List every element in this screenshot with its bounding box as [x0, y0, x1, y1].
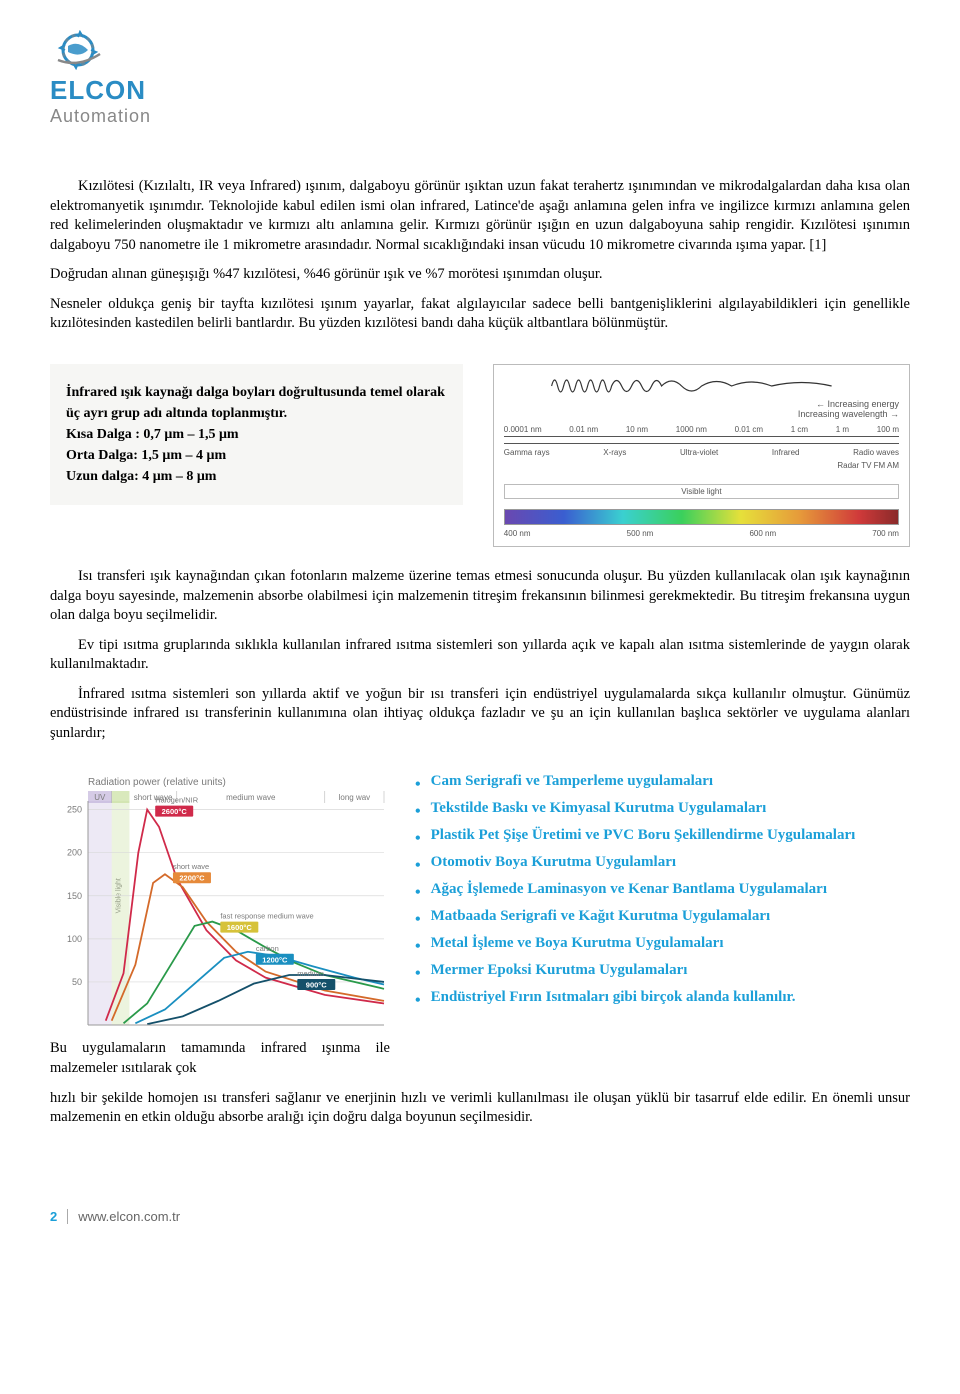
bullet-icon: •	[415, 776, 421, 794]
application-item: • Otomotiv Boya Kurutma Uygulamları	[415, 854, 910, 875]
application-text: Mermer Epoksi Kurutma Uygulamaları	[431, 962, 688, 979]
svg-text:2600°C: 2600°C	[162, 808, 188, 817]
paragraph-sun: Doğrudan alınan güneşışığı %47 kızılötes…	[50, 265, 910, 285]
band-label: Infrared	[772, 448, 800, 457]
applications-list: • Cam Serigrafi ve Tamperleme uygulamalar…	[415, 773, 910, 1016]
box-intro: İnfrared ışık kaynağı dalga boyları doğr…	[66, 382, 447, 424]
paragraph-home: Ev tipi ısıtma gruplarında sıklıkla kull…	[50, 636, 910, 675]
bullet-icon: •	[415, 911, 421, 929]
box-mid: Orta Dalga: 1,5 μm – 4 μm	[66, 445, 447, 466]
scale-tick: 1 m	[836, 425, 849, 434]
svg-text:1200°C: 1200°C	[262, 956, 288, 965]
wavelength-label: Increasing wavelength	[798, 409, 888, 419]
box-long: Uzun dalga: 4 μm – 8 μm	[66, 466, 447, 487]
scale-tick: 0.0001 nm	[504, 425, 542, 434]
application-text: Cam Serigrafi ve Tamperleme uygulamaları	[431, 773, 713, 790]
application-item: • Cam Serigrafi ve Tamperleme uygulamalar…	[415, 773, 910, 794]
nm-tick: 500 nm	[627, 529, 654, 538]
box-short: Kısa Dalga : 0,7 μm – 1,5 μm	[66, 424, 447, 445]
paragraph-closing-b: hızlı bir şekilde homojen ısı transferi …	[50, 1089, 910, 1128]
application-text: Tekstilde Baskı ve Kimyasal Kurutma Uygu…	[431, 800, 767, 817]
scale-tick: 0.01 nm	[569, 425, 598, 434]
scale-tick: 1 cm	[791, 425, 808, 434]
application-item: • Mermer Epoksi Kurutma Uygulamaları	[415, 962, 910, 983]
nm-tick: 700 nm	[872, 529, 899, 538]
svg-text:2200°C: 2200°C	[179, 874, 205, 883]
svg-text:100: 100	[67, 934, 82, 944]
scale-tick: 0.01 cm	[735, 425, 763, 434]
applications-section: Radiation power (relative units) UV short …	[50, 773, 910, 1033]
wavelength-box: İnfrared ışık kaynağı dalga boyları doğr…	[50, 364, 463, 505]
bullet-icon: •	[415, 992, 421, 1010]
bullet-icon: •	[415, 830, 421, 848]
nm-row: 400 nm 500 nm 600 nm 700 nm	[504, 529, 899, 538]
application-text: Endüstriyel Fırın Isıtmaları gibi birçok…	[431, 989, 796, 1006]
bullet-icon: •	[415, 965, 421, 983]
paragraph-closing-a: Bu uygulamaların tamamında infrared ışın…	[50, 1039, 390, 1078]
application-text: Ağaç İşlemede Laminasyon ve Kenar Bantla…	[431, 881, 827, 898]
application-text: Otomotiv Boya Kurutma Uygulamları	[431, 854, 676, 871]
sublabels: Radar TV FM AM	[504, 461, 899, 470]
svg-text:Halogen/NIR: Halogen/NIR	[155, 796, 199, 805]
svg-text:carbon: carbon	[256, 944, 279, 953]
application-text: Plastik Pet Şişe Üretimi ve PVC Boru Şek…	[431, 827, 856, 844]
application-text: Metal İşleme ve Boya Kurutma Uygulamalar…	[431, 935, 724, 952]
svg-text:short wave: short wave	[173, 863, 209, 872]
svg-text:medium: medium	[297, 969, 324, 978]
visible-spectrum-bar	[504, 509, 899, 525]
energy-label: Increasing energy	[827, 399, 899, 409]
scale-tick: 100 m	[877, 425, 899, 434]
svg-text:UV: UV	[94, 793, 106, 802]
bullet-icon: •	[415, 857, 421, 875]
gear-icon	[50, 30, 108, 75]
page-number: 2	[50, 1209, 68, 1224]
visible-light-label: Visible light	[504, 484, 899, 499]
paragraph-industrial: İnfrared ısıtma sistemleri son yıllarda …	[50, 685, 910, 744]
scale-tick: 10 nm	[626, 425, 648, 434]
wave-icon	[504, 373, 899, 399]
band-row: Gamma rays X-rays Ultra-violet Infrared Radi…	[504, 448, 899, 457]
application-item: • Tekstilde Baskı ve Kimyasal Kurutma Uyg…	[415, 800, 910, 821]
application-text: Matbaada Serigrafi ve Kağıt Kurutma Uygu…	[431, 908, 771, 925]
band-label: X-rays	[603, 448, 626, 457]
svg-text:medium wave: medium wave	[226, 793, 276, 802]
svg-text:long wav: long wav	[339, 793, 371, 802]
paragraph-heat: Isı transferi ışık kaynağından çıkan fot…	[50, 567, 910, 626]
bullet-icon: •	[415, 884, 421, 902]
scale-tick: 1000 nm	[676, 425, 707, 434]
nm-tick: 600 nm	[749, 529, 776, 538]
logo-subtitle: Automation	[50, 106, 910, 127]
paragraph-intro: Kızılötesi (Kızılaltı, IR veya Infrared)…	[50, 177, 910, 255]
svg-text:150: 150	[67, 891, 82, 901]
band-label: Ultra-violet	[680, 448, 718, 457]
footer-url: www.elcon.com.tr	[78, 1209, 180, 1224]
em-spectrum-figure: ← Increasing energy Increasing wavelengt…	[493, 364, 910, 547]
band-label: Gamma rays	[504, 448, 550, 457]
radiation-power-chart: Radiation power (relative units) UV short …	[50, 773, 390, 1033]
svg-text:250: 250	[67, 805, 82, 815]
svg-text:fast response medium wave: fast response medium wave	[220, 912, 313, 921]
band-label: Radio waves	[853, 448, 899, 457]
bullet-icon: •	[415, 803, 421, 821]
page-footer: 2 www.elcon.com.tr	[50, 1208, 910, 1224]
nm-tick: 400 nm	[504, 529, 531, 538]
application-item: • Metal İşleme ve Boya Kurutma Uygulamala…	[415, 935, 910, 956]
application-item: • Plastik Pet Şişe Üretimi ve PVC Boru Şe…	[415, 827, 910, 848]
paragraph-bands: Nesneler oldukça geniş bir tayfta kızılö…	[50, 295, 910, 334]
svg-text:50: 50	[72, 977, 82, 987]
logo-name: ELCON	[50, 75, 910, 106]
logo-block: ELCON Automation	[50, 30, 910, 127]
application-item: • Endüstriyel Fırın Isıtmaları gibi birço…	[415, 989, 910, 1010]
svg-text:900°C: 900°C	[306, 981, 328, 990]
bullet-icon: •	[415, 938, 421, 956]
svg-text:Radiation power (relative unit: Radiation power (relative units)	[88, 777, 226, 788]
svg-text:200: 200	[67, 848, 82, 858]
application-item: • Matbaada Serigrafi ve Kağıt Kurutma Uyg…	[415, 908, 910, 929]
application-item: • Ağaç İşlemede Laminasyon ve Kenar Bantl…	[415, 881, 910, 902]
svg-text:1600°C: 1600°C	[227, 924, 253, 933]
scale-row: 0.0001 nm 0.01 nm 10 nm 1000 nm 0.01 cm 1 cm 1…	[504, 425, 899, 434]
wavelength-section: İnfrared ışık kaynağı dalga boyları doğr…	[50, 364, 910, 547]
